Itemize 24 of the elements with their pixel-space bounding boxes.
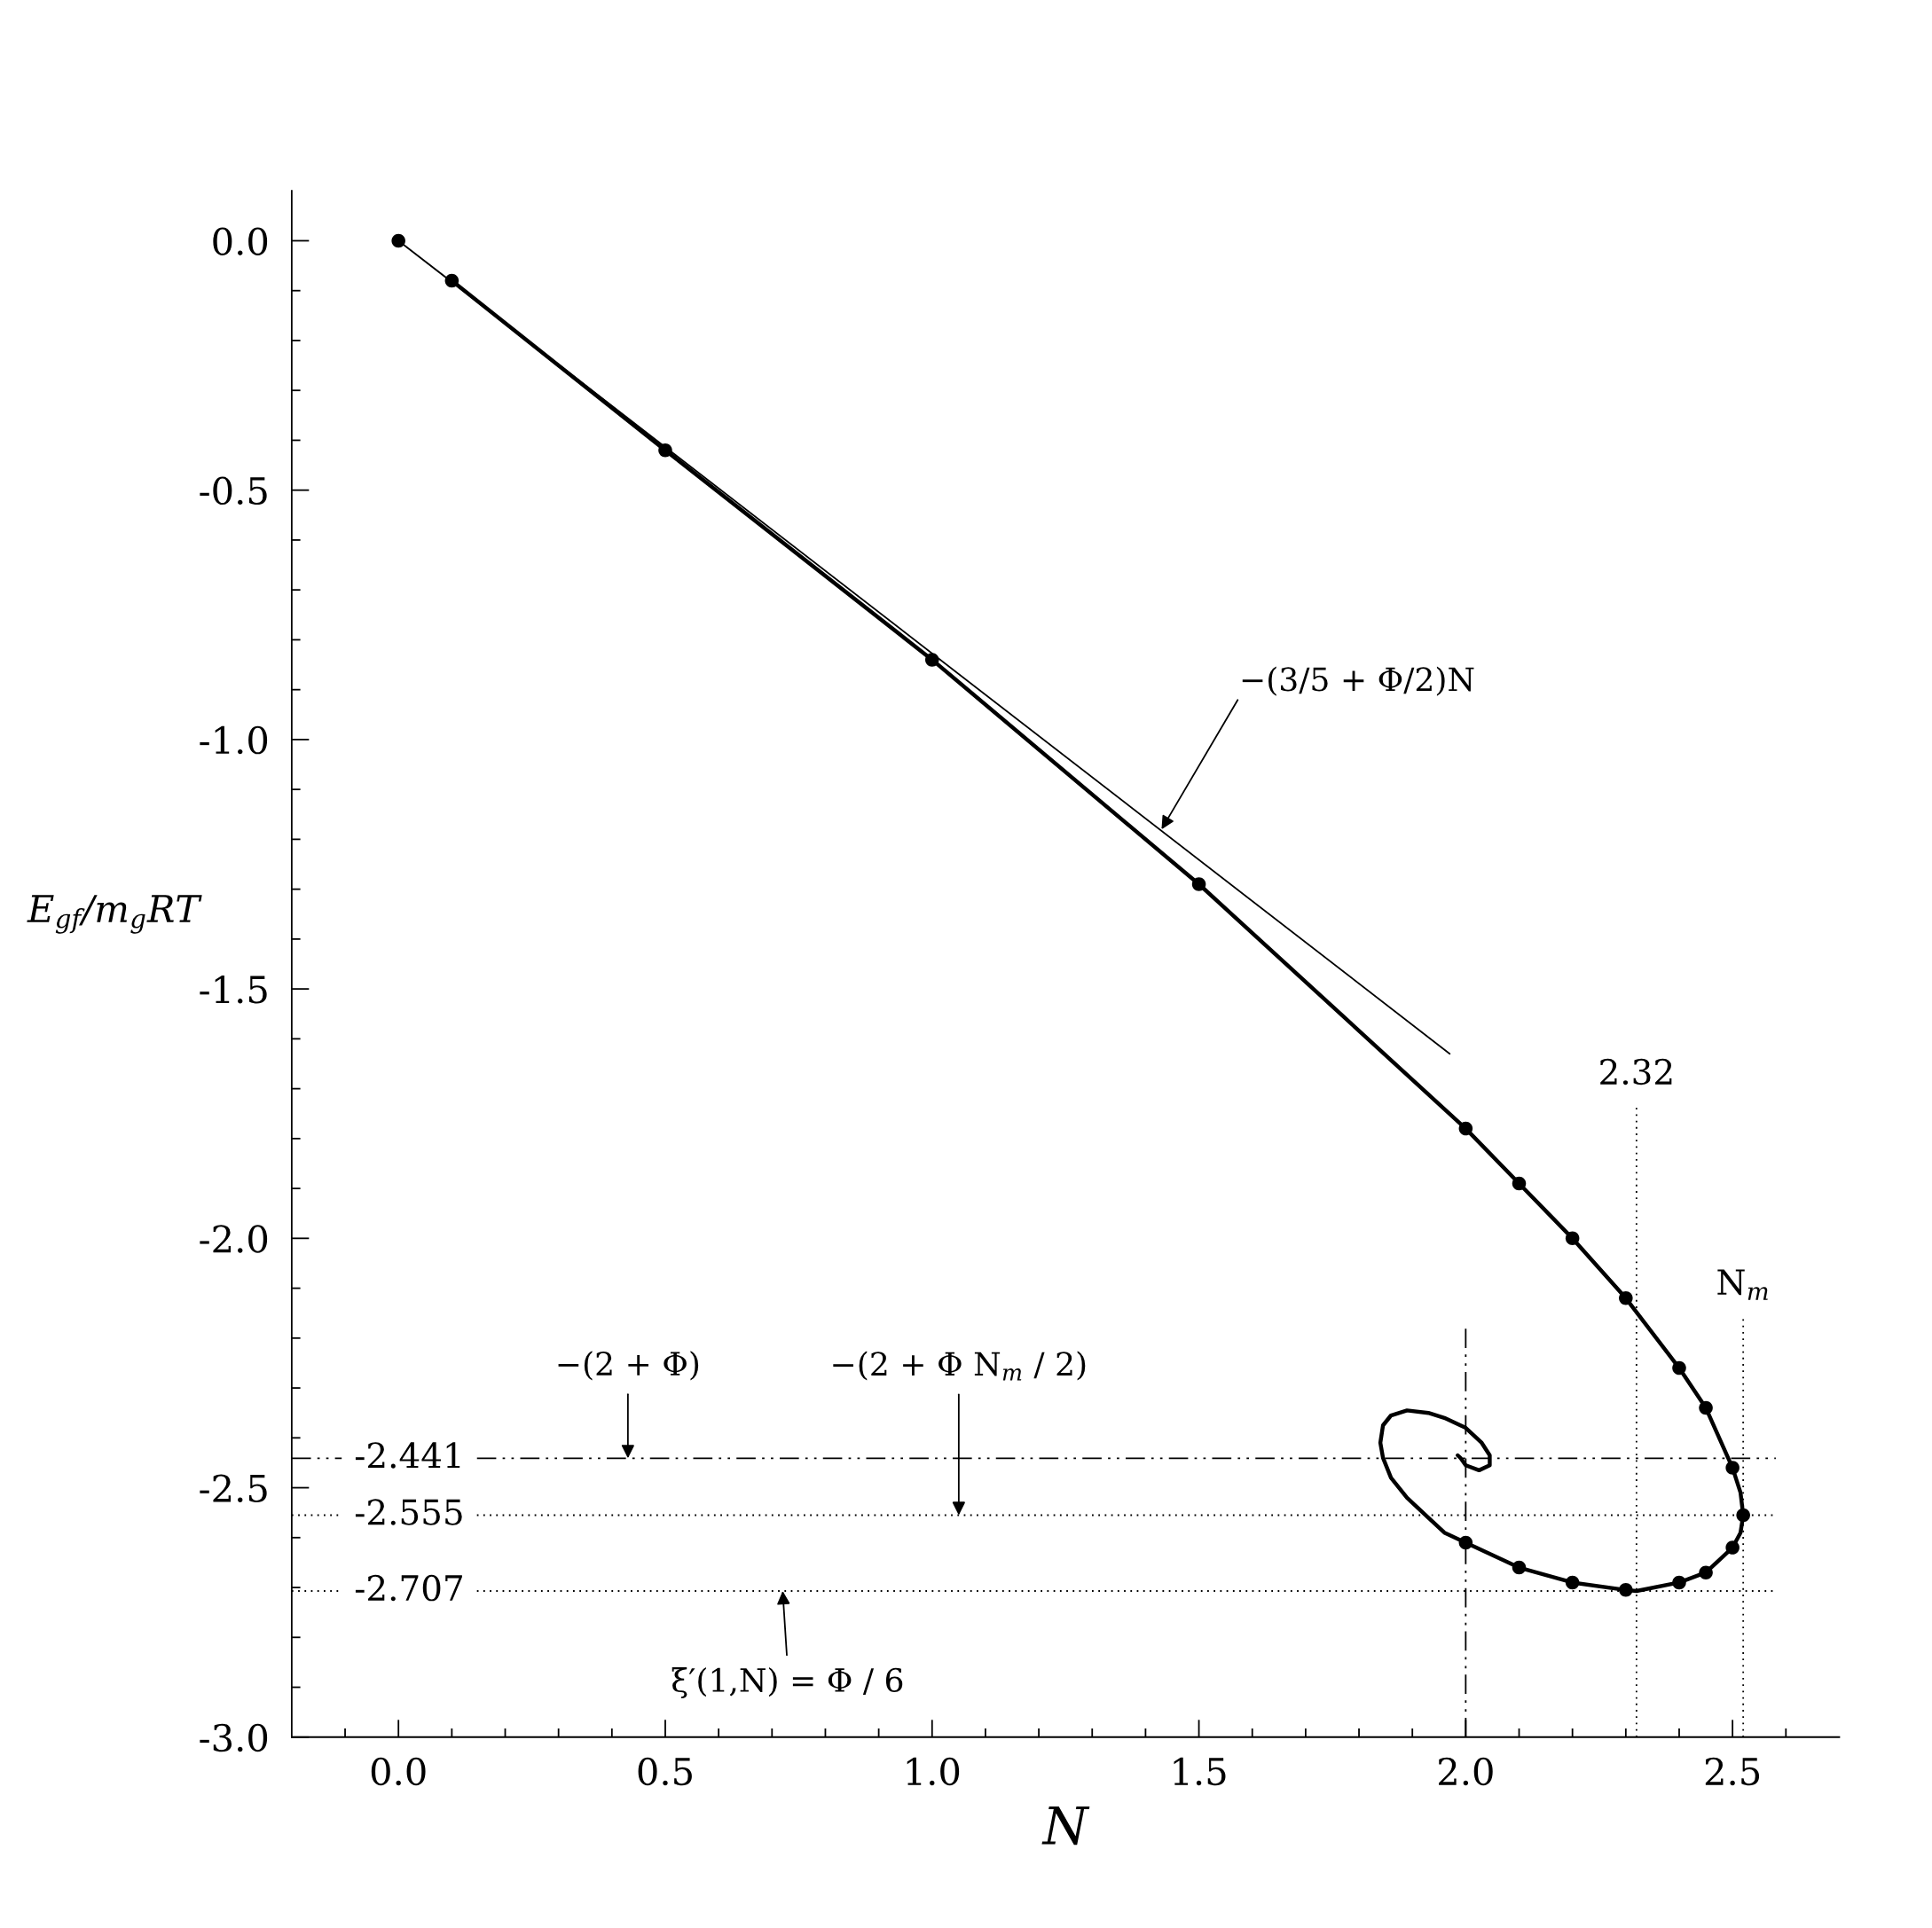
ref-line-label: 2.32 [1600, 1058, 1672, 1085]
ref-line-label: N$_{m}$ [1717, 1269, 1768, 1300]
ref-line-label: -2.707 [355, 1574, 462, 1602]
y-tick-label: 0.0 [213, 227, 268, 255]
x-tick-label: 1.0 [907, 1757, 960, 1786]
x-tick-label: 0.0 [371, 1757, 426, 1786]
annotation: ξ′(1,N) = Φ / 6 [671, 1667, 903, 1699]
y-tick-label: -2.5 [200, 1474, 267, 1502]
ref-line-label: -2.441 [355, 1442, 460, 1469]
y-tick-label: -1.0 [200, 725, 268, 755]
y-tick-label: -1.5 [200, 976, 267, 1004]
x-tick-label: 1.5 [1174, 1757, 1226, 1786]
y-tick-label: -0.5 [200, 476, 267, 506]
annotation: −(3/5 + Φ/2)N [1242, 666, 1474, 696]
y-tick-label: -3.0 [200, 1723, 268, 1752]
x-axis-title: N [1041, 1807, 1090, 1846]
y-tick-label: -2.0 [200, 1225, 268, 1253]
ref-line-label: -2.555 [355, 1499, 462, 1525]
x-tick-label: 2.5 [1705, 1757, 1760, 1786]
y-axis-title: E$_{gf}$/m$_{g}$RT [27, 895, 202, 934]
annotation: −(2 + Φ) [558, 1351, 699, 1381]
x-tick-label: 2.0 [1439, 1757, 1493, 1786]
annotation: −(2 + Φ N$_{m}$ / 2) [833, 1351, 1086, 1381]
x-tick-label: 0.5 [638, 1757, 692, 1786]
